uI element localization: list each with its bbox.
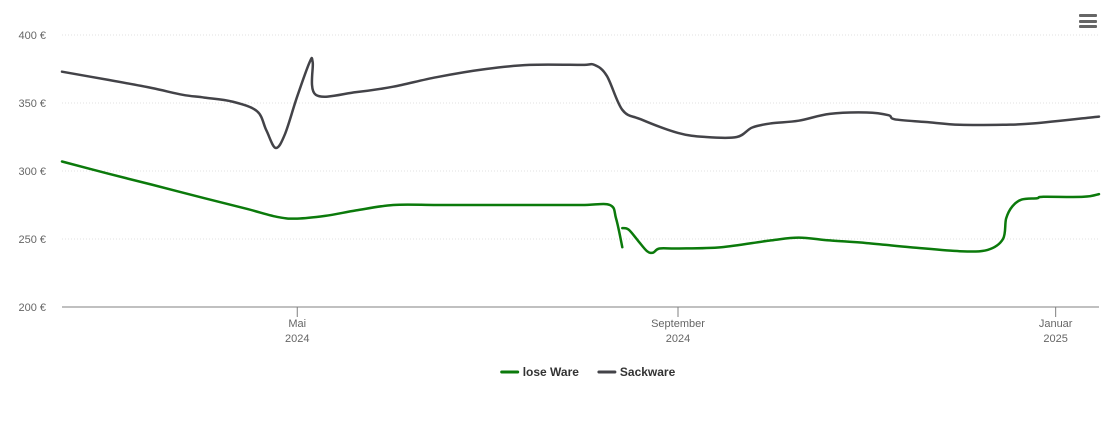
x-tick-label: 2024 — [285, 333, 309, 345]
y-tick-label: 350 € — [18, 98, 46, 110]
menu-bar — [1079, 14, 1097, 17]
series-line-sackware — [60, 56, 1101, 150]
y-tick-label: 250 € — [18, 234, 46, 246]
legend-item-sackware[interactable]: Sackware — [597, 365, 676, 379]
series-line-lose-ware — [621, 192, 1101, 255]
series-line-lose-ware — [60, 160, 624, 249]
legend-label: lose Ware — [523, 365, 580, 379]
y-tick-label: 300 € — [18, 166, 46, 178]
y-tick-label: 200 € — [18, 302, 46, 314]
x-tick-label: 2024 — [666, 333, 690, 345]
x-tick-label: 2025 — [1043, 333, 1067, 345]
y-tick-label: 400 € — [18, 30, 46, 42]
x-tick-label: September — [651, 318, 705, 330]
x-tick-label: Januar — [1039, 318, 1073, 330]
legend-label: Sackware — [620, 365, 676, 379]
legend-item-lose-ware[interactable]: lose Ware — [500, 365, 580, 379]
x-tick-label: Mai — [288, 318, 306, 330]
menu-bar — [1079, 25, 1097, 28]
grid-lines — [62, 34, 1099, 240]
legend: lose Ware Sackware — [500, 365, 676, 379]
axes: 200 € 250 € 300 € 350 € 400 € Mai 2024 Septembe… — [18, 30, 1099, 345]
series-layer — [60, 56, 1101, 255]
hamburger-menu-icon[interactable] — [1076, 10, 1100, 32]
menu-bar — [1079, 19, 1097, 23]
